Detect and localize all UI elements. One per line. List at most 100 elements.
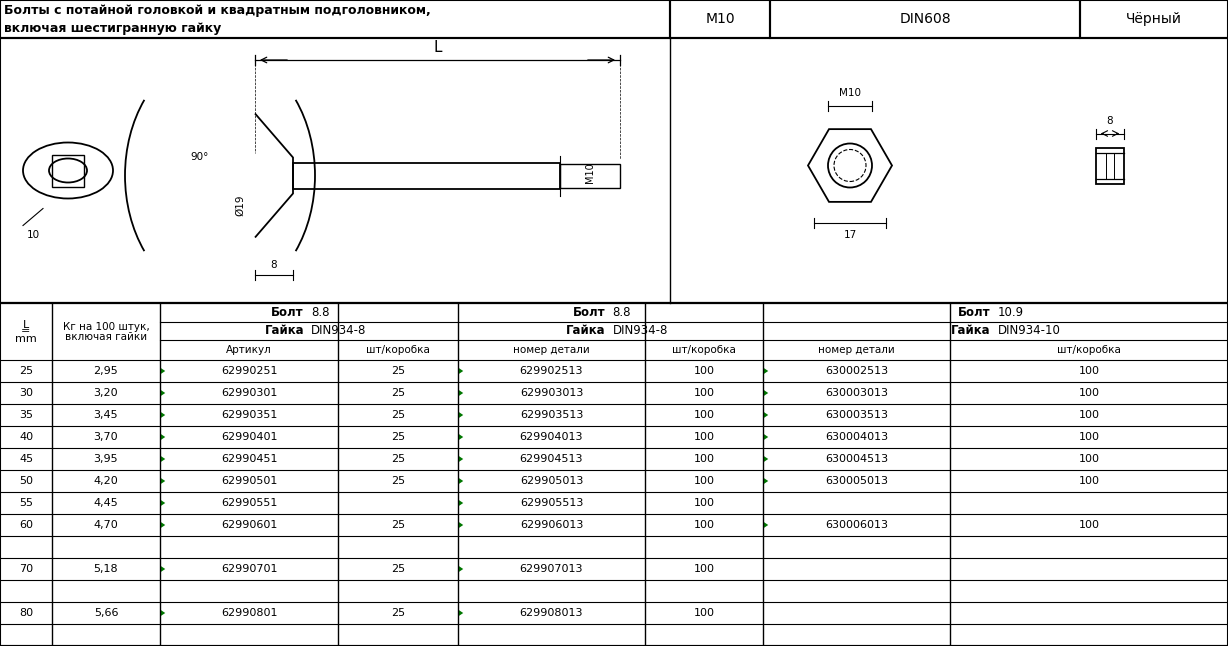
Text: 629907013: 629907013 xyxy=(519,564,583,574)
Text: Артикул: Артикул xyxy=(226,345,271,355)
Text: Гайка: Гайка xyxy=(264,324,305,337)
Text: DIN934-8: DIN934-8 xyxy=(613,324,668,337)
Text: 100: 100 xyxy=(694,410,715,420)
Polygon shape xyxy=(160,499,166,506)
Text: 62990501: 62990501 xyxy=(221,476,278,486)
Text: 100: 100 xyxy=(694,564,715,574)
Polygon shape xyxy=(160,412,166,419)
Text: шт/коробка: шт/коробка xyxy=(1057,345,1121,355)
Text: 629905013: 629905013 xyxy=(519,476,583,486)
Text: 629902513: 629902513 xyxy=(519,366,583,376)
Text: 25: 25 xyxy=(391,366,405,376)
Text: 45: 45 xyxy=(18,454,33,464)
Text: 100: 100 xyxy=(1078,454,1099,464)
Bar xyxy=(670,0,770,38)
Text: 100: 100 xyxy=(1078,476,1099,486)
Text: 62990801: 62990801 xyxy=(221,608,278,618)
Text: 629908013: 629908013 xyxy=(519,608,583,618)
Text: 10: 10 xyxy=(27,231,39,240)
Text: номер детали: номер детали xyxy=(818,345,895,355)
Polygon shape xyxy=(458,609,463,616)
Text: L: L xyxy=(23,320,29,329)
Text: 3,70: 3,70 xyxy=(93,432,118,442)
Text: Кг на 100 штук,: Кг на 100 штук, xyxy=(63,322,150,331)
Polygon shape xyxy=(763,390,769,397)
Text: 630006013: 630006013 xyxy=(825,520,888,530)
Text: 5,18: 5,18 xyxy=(93,564,118,574)
Text: 100: 100 xyxy=(1078,366,1099,376)
Text: 100: 100 xyxy=(694,388,715,398)
Text: 100: 100 xyxy=(694,366,715,376)
Text: 629903513: 629903513 xyxy=(519,410,583,420)
Text: 8.8: 8.8 xyxy=(311,306,329,319)
Text: 629904013: 629904013 xyxy=(519,432,583,442)
Polygon shape xyxy=(458,521,463,528)
Text: L: L xyxy=(433,41,442,56)
Text: 100: 100 xyxy=(694,432,715,442)
Text: Гайка: Гайка xyxy=(950,324,991,337)
Text: 630004013: 630004013 xyxy=(825,432,888,442)
Text: 8.8: 8.8 xyxy=(613,306,631,319)
Text: номер детали: номер детали xyxy=(513,345,589,355)
Text: 60: 60 xyxy=(18,520,33,530)
Text: Болты с потайной головкой и квадратным подголовником,: Болты с потайной головкой и квадратным п… xyxy=(4,4,431,17)
Text: 630004513: 630004513 xyxy=(825,454,888,464)
Text: 100: 100 xyxy=(694,498,715,508)
Polygon shape xyxy=(763,455,769,463)
Text: 4,20: 4,20 xyxy=(93,476,118,486)
Bar xyxy=(560,163,620,187)
Polygon shape xyxy=(160,609,166,616)
Text: М10: М10 xyxy=(839,89,861,98)
Text: DIN934-10: DIN934-10 xyxy=(997,324,1060,337)
Text: 25: 25 xyxy=(391,388,405,398)
Text: 100: 100 xyxy=(1078,520,1099,530)
Text: 30: 30 xyxy=(18,388,33,398)
Polygon shape xyxy=(160,477,166,484)
Text: 50: 50 xyxy=(18,476,33,486)
Polygon shape xyxy=(160,433,166,441)
Text: 62990301: 62990301 xyxy=(221,388,278,398)
Text: 630003013: 630003013 xyxy=(825,388,888,398)
Text: 8: 8 xyxy=(1106,116,1114,127)
Polygon shape xyxy=(160,565,166,572)
Bar xyxy=(293,163,560,189)
Text: 25: 25 xyxy=(18,366,33,376)
Text: 5,66: 5,66 xyxy=(93,608,118,618)
Text: M10: M10 xyxy=(585,162,596,183)
Polygon shape xyxy=(458,412,463,419)
Bar xyxy=(52,154,84,187)
Text: DIN608: DIN608 xyxy=(899,12,950,26)
Text: 17: 17 xyxy=(844,229,857,240)
Text: =: = xyxy=(21,326,31,337)
Polygon shape xyxy=(763,412,769,419)
Text: 70: 70 xyxy=(18,564,33,574)
Text: 25: 25 xyxy=(391,608,405,618)
Text: 630005013: 630005013 xyxy=(825,476,888,486)
Text: 10.9: 10.9 xyxy=(997,306,1024,319)
Polygon shape xyxy=(458,390,463,397)
Text: 25: 25 xyxy=(391,454,405,464)
Text: 80: 80 xyxy=(18,608,33,618)
Polygon shape xyxy=(160,521,166,528)
Polygon shape xyxy=(160,368,166,375)
Bar xyxy=(0,303,1228,646)
Text: 629906013: 629906013 xyxy=(519,520,583,530)
Polygon shape xyxy=(458,477,463,484)
Text: 55: 55 xyxy=(18,498,33,508)
Text: 4,45: 4,45 xyxy=(93,498,118,508)
Text: 62990401: 62990401 xyxy=(221,432,278,442)
Text: 100: 100 xyxy=(1078,432,1099,442)
Text: Чёрный: Чёрный xyxy=(1126,12,1183,26)
Bar xyxy=(1097,147,1124,183)
Text: 3,20: 3,20 xyxy=(93,388,118,398)
Text: Болт: Болт xyxy=(271,306,305,319)
Polygon shape xyxy=(763,433,769,441)
Text: 40: 40 xyxy=(18,432,33,442)
Text: 629905513: 629905513 xyxy=(519,498,583,508)
Text: 629903013: 629903013 xyxy=(519,388,583,398)
Text: 630003513: 630003513 xyxy=(825,410,888,420)
Text: 4,70: 4,70 xyxy=(93,520,118,530)
Text: включая гайки: включая гайки xyxy=(65,331,147,342)
Text: Болт: Болт xyxy=(573,306,605,319)
Polygon shape xyxy=(458,433,463,441)
